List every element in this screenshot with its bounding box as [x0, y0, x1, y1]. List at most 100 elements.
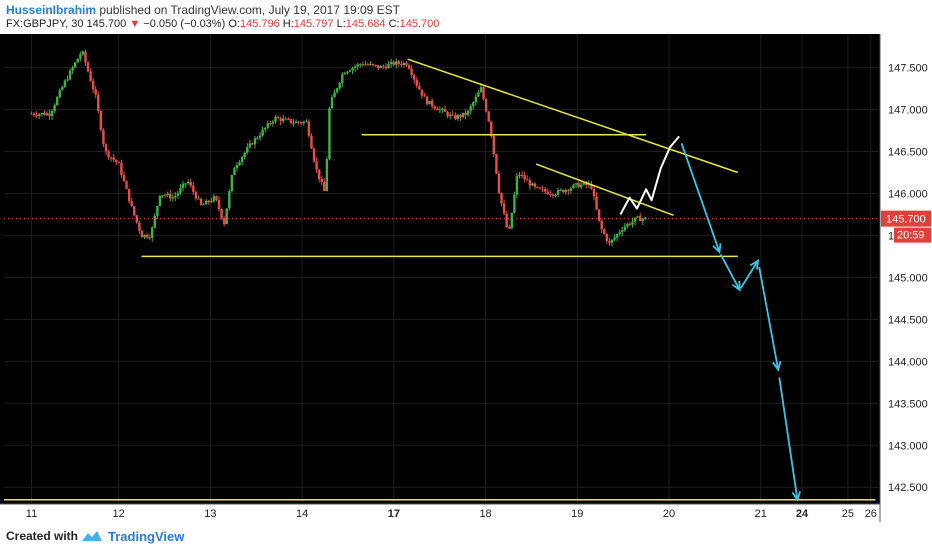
candle-body [251, 143, 254, 145]
candle-body [528, 180, 531, 186]
candle-body [89, 71, 92, 82]
candle-body [392, 61, 395, 65]
candle-body [292, 122, 295, 124]
candle-body [482, 87, 485, 100]
price-chart[interactable]: 147.500147.000146.500146.000145.500145.0… [0, 34, 932, 522]
candle-body [84, 51, 87, 63]
candle-body [497, 173, 501, 193]
candle-body [613, 237, 616, 240]
candle-body [346, 71, 349, 74]
candle-body [410, 68, 413, 76]
candle-body [590, 183, 593, 189]
candle-body [382, 66, 385, 68]
candle-body [299, 122, 303, 124]
candle-body [210, 201, 213, 203]
time-tick-label: 11 [26, 508, 37, 520]
candle-body [402, 62, 406, 66]
candle-body [184, 183, 187, 185]
candle-body [330, 97, 334, 109]
created-with-label: Created with [6, 529, 79, 543]
candle-body [233, 168, 236, 175]
candle-body [338, 82, 341, 89]
candle-body [317, 169, 321, 180]
candle-body [500, 192, 503, 204]
candle-body [585, 182, 588, 186]
candle-body [608, 240, 611, 243]
candle-body [430, 100, 434, 107]
candle-body [112, 157, 115, 160]
candle-body [186, 181, 190, 184]
candle-body [600, 220, 603, 230]
candle-body [523, 175, 526, 180]
projection-arrow-line [778, 377, 799, 500]
candle-body [636, 216, 639, 218]
candle-body [423, 95, 426, 97]
projection-arrowhead [749, 258, 760, 270]
candle-body [633, 217, 637, 222]
candle-body [140, 230, 144, 238]
candle-body [153, 215, 157, 228]
candle-body [379, 66, 383, 69]
candle-body [454, 115, 457, 120]
author-link[interactable]: HusseinIbrahim [6, 3, 97, 17]
candle-body [436, 108, 439, 111]
candle-body [443, 108, 447, 112]
candle-body [258, 135, 262, 138]
price-change: −0.050 (−0.03%) [143, 18, 226, 30]
candle-body [179, 187, 182, 193]
candle-body [102, 129, 105, 145]
price-tick-label: 143.000 [888, 440, 928, 452]
open-label: O: [228, 18, 240, 30]
candle-body [104, 144, 108, 152]
candle-body [582, 182, 585, 185]
candle-body [269, 123, 272, 125]
candle-body [631, 221, 634, 225]
candle-body [371, 63, 375, 65]
candle-body [38, 114, 41, 116]
candle-body [487, 111, 490, 122]
low-value: 145.684 [345, 18, 386, 30]
trendline [535, 163, 674, 216]
candle-body [479, 87, 483, 93]
elliott-wave-path [619, 135, 680, 215]
candle-body [389, 61, 393, 64]
time-tick-label: 19 [571, 508, 583, 520]
candle-body [204, 200, 208, 205]
candle-body [520, 174, 524, 176]
candle-body [130, 201, 133, 207]
candle-body [127, 188, 131, 202]
candle-body [66, 79, 69, 81]
candle-body [441, 108, 444, 110]
candle-body [264, 127, 267, 130]
candle-body [138, 222, 141, 231]
candle-body [91, 81, 95, 90]
candle-body [418, 85, 421, 90]
tradingview-brand[interactable]: TradingView [108, 529, 185, 544]
candle-body [559, 189, 562, 191]
candle-body [466, 110, 470, 116]
candle-body [261, 129, 264, 136]
candle-body [253, 138, 257, 145]
candle-body [628, 223, 632, 225]
candle-body [312, 148, 316, 162]
candle-body [405, 62, 408, 66]
time-tick-label: 14 [296, 508, 308, 520]
time-tick-label: 13 [204, 508, 216, 520]
candle-body [143, 234, 146, 238]
candle-body [546, 191, 549, 194]
candle-body [474, 96, 478, 103]
price-tick-label: 147.000 [888, 105, 928, 117]
candle-body [225, 208, 228, 225]
candle-body [626, 223, 629, 227]
candle-body [235, 165, 239, 169]
candle-body [348, 70, 352, 72]
candle-body [438, 109, 442, 111]
candle-body [302, 121, 305, 124]
candle-body [377, 65, 380, 69]
candle-body [472, 102, 475, 107]
candle-body [623, 226, 627, 231]
candle-body [161, 195, 164, 197]
candle-body [335, 88, 339, 93]
candle-body [510, 212, 514, 229]
candle-body [384, 66, 388, 69]
